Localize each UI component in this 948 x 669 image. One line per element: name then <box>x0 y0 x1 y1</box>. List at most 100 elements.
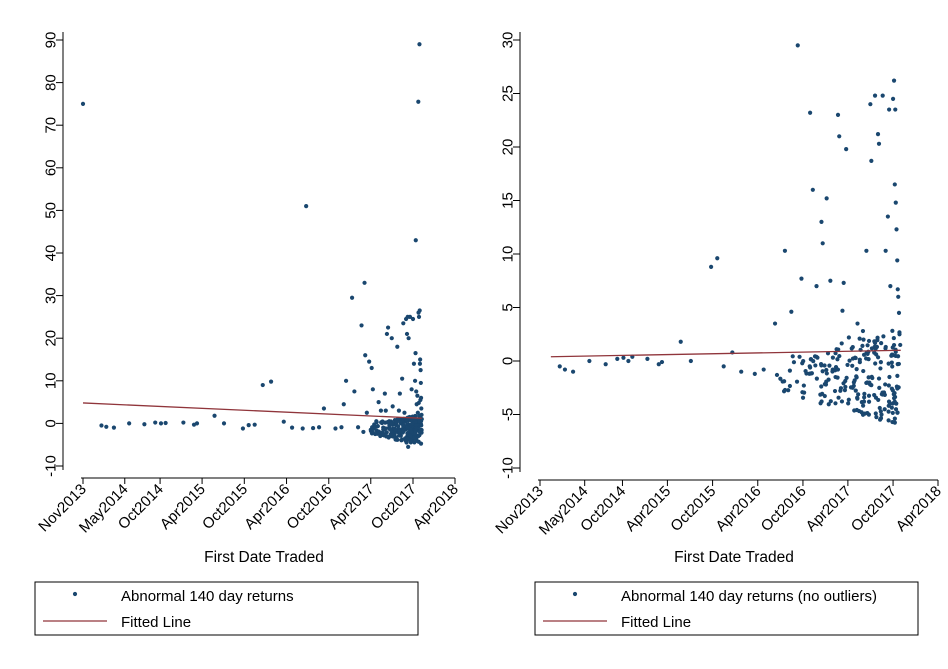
data-point <box>832 388 838 394</box>
data-point <box>795 43 800 48</box>
data-point <box>419 423 424 428</box>
data-point <box>862 395 867 400</box>
data-point <box>361 429 366 435</box>
data-point <box>836 395 841 400</box>
data-point <box>866 393 872 398</box>
data-point <box>414 389 419 394</box>
data-point <box>413 238 418 243</box>
data-point <box>587 358 592 364</box>
data-point <box>820 391 825 396</box>
data-point <box>401 321 406 326</box>
data-point <box>895 410 900 415</box>
data-point <box>364 410 369 415</box>
x-tick-label: Apr2017 <box>325 481 377 533</box>
data-point <box>894 227 899 232</box>
data-point <box>396 424 401 429</box>
data-point <box>304 204 309 209</box>
y-tick-label: 30 <box>42 287 59 304</box>
data-point <box>822 363 827 368</box>
data-point <box>384 331 390 337</box>
data-point <box>873 395 879 400</box>
data-point <box>851 380 856 385</box>
data-point <box>388 427 393 432</box>
data-point <box>656 362 661 367</box>
data-point <box>824 367 829 373</box>
data-point <box>892 416 897 421</box>
data-point <box>827 363 832 368</box>
data-point <box>866 338 872 344</box>
data-point <box>393 427 399 433</box>
data-point <box>774 372 780 378</box>
data-point <box>891 78 897 83</box>
data-point <box>874 352 879 357</box>
data-point <box>890 96 896 101</box>
x-tick-label: Oct2017 <box>368 481 420 533</box>
data-point <box>857 359 862 365</box>
x-tick-label: Oct2016 <box>758 483 810 535</box>
data-point <box>778 376 783 381</box>
data-point <box>835 367 841 372</box>
data-point <box>879 340 884 346</box>
data-point <box>820 369 825 374</box>
data-point <box>401 428 407 433</box>
data-point <box>892 394 898 400</box>
data-point <box>828 278 833 283</box>
data-point <box>127 421 132 426</box>
data-point <box>868 102 873 107</box>
data-point <box>181 420 186 425</box>
data-point <box>385 325 391 330</box>
data-point <box>562 367 568 372</box>
data-point <box>416 439 421 444</box>
data-point <box>839 341 844 346</box>
data-point <box>370 429 375 434</box>
data-point <box>240 426 246 431</box>
data-point <box>840 308 845 313</box>
data-point <box>854 367 859 372</box>
data-point <box>839 399 845 404</box>
data-point <box>897 330 902 335</box>
data-point <box>409 387 414 392</box>
data-point <box>800 361 805 366</box>
data-point <box>874 414 879 420</box>
y-tick-label: 70 <box>42 117 59 134</box>
data-point <box>835 357 840 362</box>
data-point <box>363 353 368 358</box>
data-point <box>626 358 631 364</box>
data-point <box>709 264 714 269</box>
data-point <box>416 99 421 104</box>
data-point <box>383 408 388 413</box>
data-point <box>615 356 620 361</box>
data-point <box>894 401 899 406</box>
x-tick-label: Apr2016 <box>241 481 293 533</box>
data-point <box>838 388 843 393</box>
data-point <box>886 409 891 414</box>
data-point <box>419 406 424 411</box>
data-point <box>891 335 896 341</box>
data-point <box>843 384 848 390</box>
data-point <box>800 395 806 400</box>
data-point <box>396 408 402 413</box>
left-panel: -100102030405060708090Nov2013May2014Oct2… <box>34 32 462 636</box>
data-point <box>409 429 414 435</box>
data-point <box>194 421 200 426</box>
data-point <box>865 343 870 348</box>
data-point <box>855 396 860 401</box>
data-point <box>417 361 423 366</box>
data-point <box>153 420 158 425</box>
data-point <box>289 425 295 430</box>
y-tick-label: -10 <box>499 457 516 479</box>
data-point <box>375 423 380 429</box>
data-point <box>418 380 423 386</box>
data-point <box>889 386 894 391</box>
data-point <box>794 379 800 384</box>
data-point <box>878 409 883 414</box>
legend-box <box>534 581 919 636</box>
data-point <box>846 397 851 402</box>
data-point <box>896 385 901 390</box>
data-point <box>859 410 864 415</box>
data-point <box>393 435 398 440</box>
legend-box <box>34 581 419 636</box>
data-point <box>382 391 387 396</box>
data-point <box>341 402 346 407</box>
